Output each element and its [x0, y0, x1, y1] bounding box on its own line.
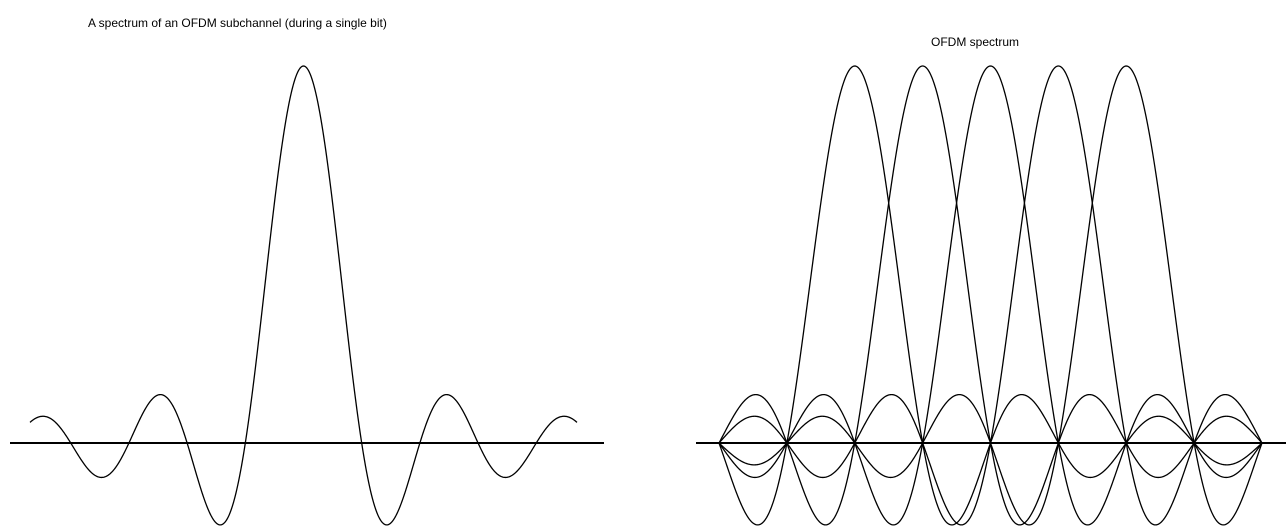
sinc-curve-right-5	[718, 65, 1263, 526]
sinc-curve-right-2	[718, 65, 1263, 526]
left-panel	[10, 65, 604, 526]
right-panel-title: OFDM spectrum	[931, 35, 1020, 49]
right-panel	[696, 65, 1286, 526]
sinc-curve-right-4	[718, 65, 1263, 526]
sinc-curve-left-1	[29, 65, 578, 526]
left-panel-title: A spectrum of an OFDM subchannel (during…	[88, 16, 387, 30]
sinc-curve-right-3	[718, 65, 1263, 526]
sinc-curve-right-1	[718, 65, 1263, 526]
